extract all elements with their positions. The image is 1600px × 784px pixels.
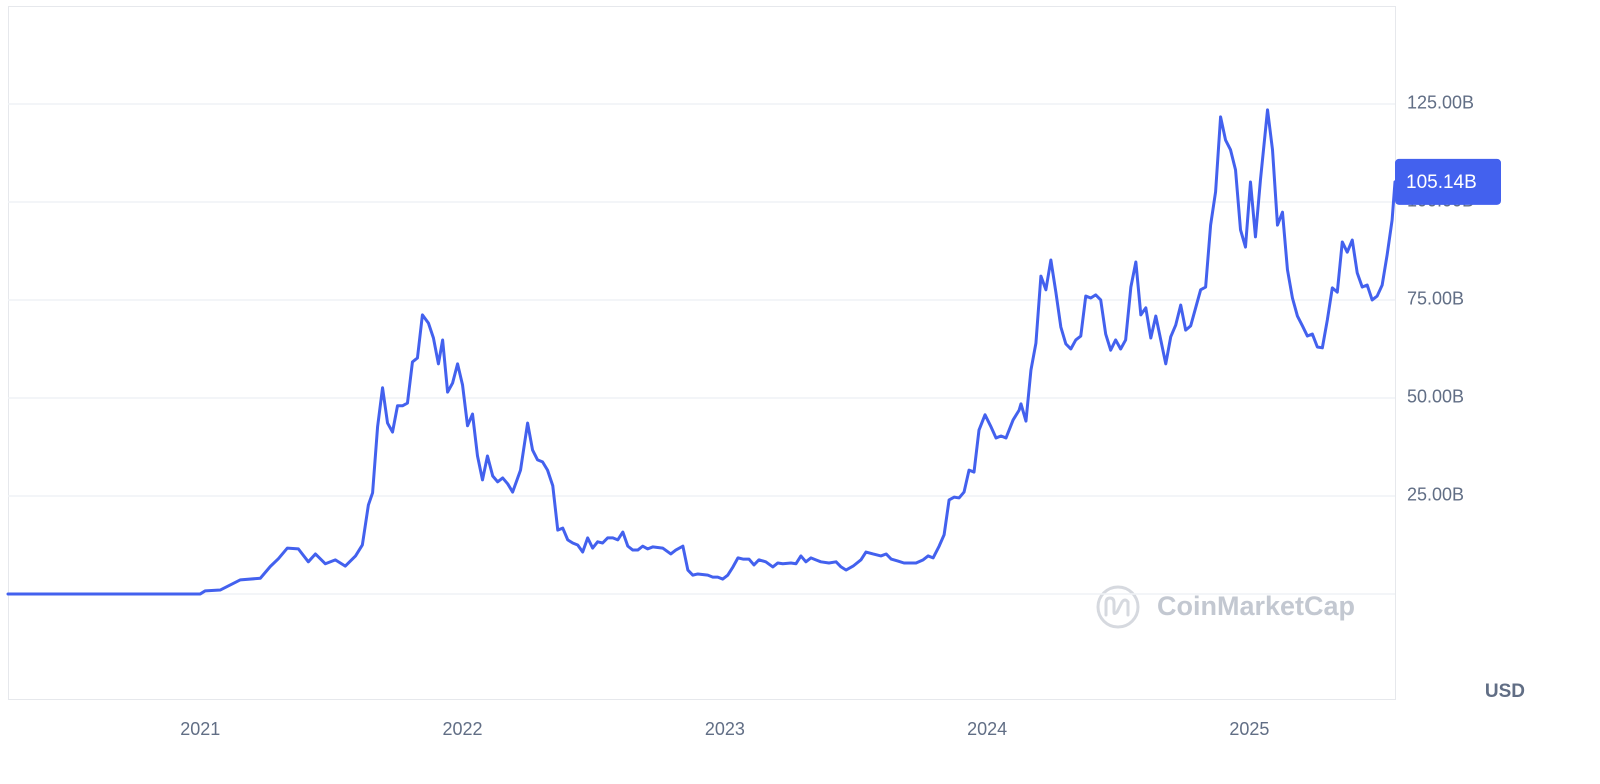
x-tick-label: 2025	[1229, 719, 1269, 739]
x-tick-label: 2023	[705, 719, 745, 739]
watermark-logo	[1096, 585, 1140, 629]
x-tick-label: 2022	[443, 719, 483, 739]
y-tick-label: 25.00B	[1407, 485, 1464, 505]
currency-label: USD	[1485, 681, 1525, 702]
current-value-tag	[1395, 158, 1501, 205]
current-value-label: 105.14B	[1406, 172, 1477, 193]
plot-frame	[8, 6, 1396, 700]
x-tick-label: 2021	[180, 719, 220, 739]
y-tick-label: 50.00B	[1407, 387, 1464, 407]
logo-mark	[1104, 596, 1130, 617]
watermark: CoinMarketCap	[1157, 591, 1355, 621]
price-line	[6, 108, 1397, 596]
grid	[8, 103, 1395, 595]
y-tick-label: 125.00B	[1407, 93, 1474, 113]
x-tick-label: 2024	[967, 719, 1007, 739]
y-tick-label: 75.00B	[1407, 289, 1464, 309]
logo-ring	[1096, 585, 1140, 629]
